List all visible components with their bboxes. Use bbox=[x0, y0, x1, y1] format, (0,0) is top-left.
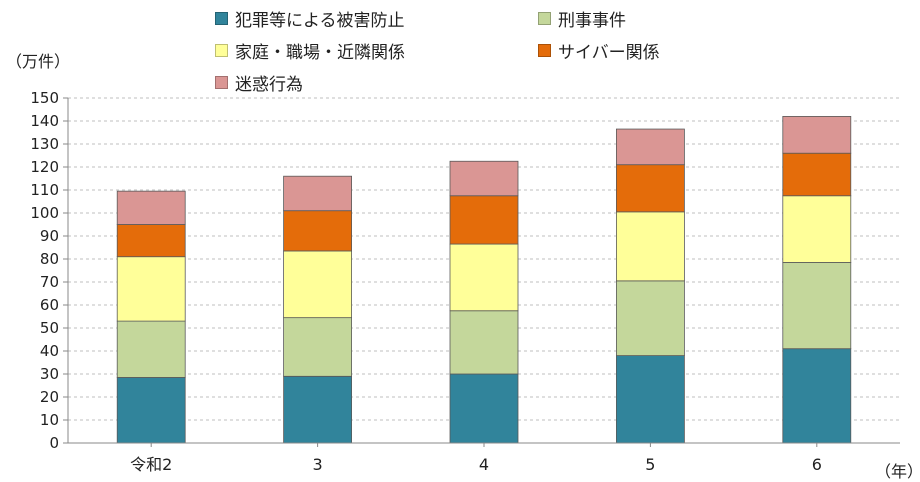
legend-label: 家庭・職場・近隣関係 bbox=[235, 43, 405, 63]
bar-segment bbox=[449, 243, 519, 312]
bar-segment bbox=[782, 116, 852, 154]
legend-label: 迷惑行為 bbox=[235, 75, 303, 95]
x-axis-ticks: 令和2 3 4 5 6 bbox=[130, 443, 822, 474]
y-tick-label: 70 bbox=[40, 273, 59, 291]
bar-segment bbox=[782, 348, 852, 444]
bar-segment bbox=[449, 195, 519, 245]
x-axis-unit-label: （年） bbox=[875, 462, 920, 481]
legend-swatch bbox=[215, 12, 228, 25]
bar-segment bbox=[116, 224, 186, 258]
bar-segment bbox=[116, 256, 186, 322]
y-tick-label: 130 bbox=[30, 135, 59, 153]
y-tick-label: 0 bbox=[49, 434, 59, 452]
bar-segment bbox=[616, 355, 685, 444]
legend-item-crime-prevention: 犯罪等による被害防止 bbox=[215, 6, 405, 31]
legend-item-nuisance: 迷惑行為 bbox=[215, 70, 303, 95]
x-tick-label: 6 bbox=[812, 455, 822, 474]
bar-segment bbox=[449, 310, 519, 375]
legend-label: サイバー関係 bbox=[558, 43, 660, 63]
legend-label: 犯罪等による被害防止 bbox=[235, 11, 405, 31]
y-tick-label: 80 bbox=[40, 250, 59, 268]
y-tick-label: 90 bbox=[40, 227, 59, 245]
y-tick-label: 120 bbox=[30, 158, 59, 176]
legend-item-home-work-neighbors: 家庭・職場・近隣関係 bbox=[215, 38, 405, 63]
bar-segment bbox=[782, 195, 852, 263]
y-tick-label: 100 bbox=[30, 204, 59, 222]
x-tick-label: 令和2 bbox=[130, 455, 172, 474]
bar-segment bbox=[782, 152, 852, 197]
bar-segment bbox=[283, 317, 353, 377]
y-tick-label: 10 bbox=[40, 411, 59, 429]
legend-swatch bbox=[538, 12, 551, 25]
y-axis-unit-label: （万件） bbox=[6, 52, 71, 71]
y-tick-label: 30 bbox=[40, 365, 59, 383]
bar-segment bbox=[782, 262, 852, 350]
legend-item-cyber: サイバー関係 bbox=[538, 38, 660, 63]
legend-swatch bbox=[215, 44, 228, 57]
bar-segment bbox=[616, 128, 685, 166]
bar-segment bbox=[283, 375, 353, 444]
legend-swatch bbox=[538, 44, 551, 57]
legend-item-criminal-cases: 刑事事件 bbox=[538, 6, 626, 31]
y-tick-label: 110 bbox=[30, 181, 59, 199]
y-tick-label: 150 bbox=[30, 89, 59, 107]
y-tick-label: 140 bbox=[30, 112, 59, 130]
bars bbox=[116, 116, 852, 444]
legend-label: 刑事事件 bbox=[558, 11, 626, 31]
bar-segment bbox=[116, 320, 186, 378]
bar-segment bbox=[449, 373, 519, 444]
x-tick-label: 5 bbox=[645, 455, 655, 474]
y-tick-label: 60 bbox=[40, 296, 59, 314]
x-tick-label: 3 bbox=[313, 455, 323, 474]
bar-segment bbox=[283, 250, 353, 319]
bar-segment bbox=[116, 377, 186, 444]
y-tick-label: 50 bbox=[40, 319, 59, 337]
bar-segment bbox=[283, 175, 353, 212]
bar-segment bbox=[616, 280, 685, 357]
x-tick-label: 4 bbox=[479, 455, 489, 474]
bar-segment bbox=[449, 160, 519, 197]
bar-segment bbox=[283, 210, 353, 252]
bar-segment bbox=[116, 190, 186, 225]
legend-swatch bbox=[215, 76, 228, 89]
y-axis-ticks: 0 10 20 30 40 50 60 70 80 90 100 110 120 130 140 150 bbox=[30, 89, 68, 452]
chart-legend: 犯罪等による被害防止 刑事事件 家庭・職場・近隣関係 サイバー関係 迷惑行為 bbox=[0, 0, 920, 100]
y-tick-label: 20 bbox=[40, 388, 59, 406]
y-tick-label: 40 bbox=[40, 342, 59, 360]
bar-segment bbox=[616, 211, 685, 282]
bar-segment bbox=[616, 164, 685, 213]
